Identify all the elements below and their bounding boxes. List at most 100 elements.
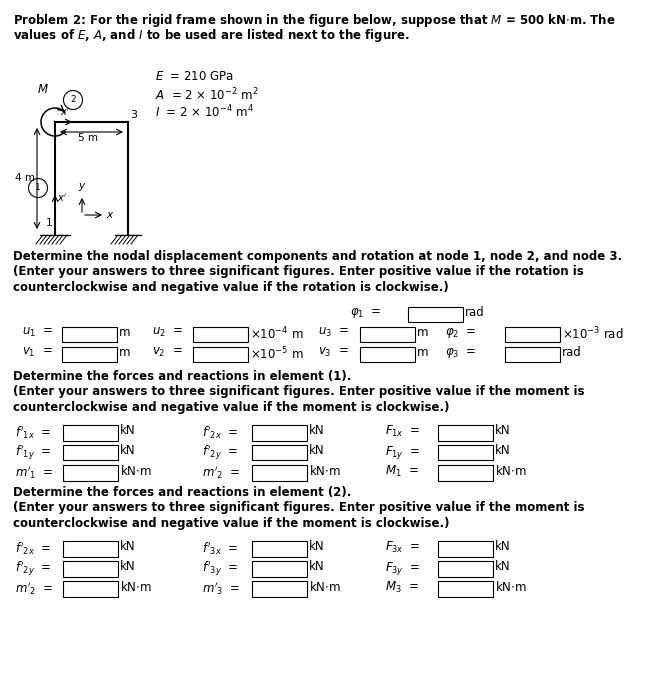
FancyBboxPatch shape (438, 561, 493, 577)
Text: $F_{1x}$  =: $F_{1x}$ = (385, 424, 420, 439)
Text: $u_2$  =: $u_2$ = (152, 326, 183, 339)
FancyBboxPatch shape (438, 425, 493, 440)
FancyBboxPatch shape (505, 327, 560, 342)
Text: $m'_2$  =: $m'_2$ = (202, 464, 240, 481)
Text: $F_{1y}$  =: $F_{1y}$ = (385, 444, 420, 461)
Text: $v_2$  =: $v_2$ = (152, 346, 183, 359)
Text: m: m (417, 326, 428, 339)
Text: (Enter your answers to three significant figures. Enter positive value if the ro: (Enter your answers to three significant… (13, 265, 584, 279)
Text: $M_3$  =: $M_3$ = (385, 580, 419, 595)
Text: rad: rad (465, 306, 485, 319)
Text: $\times$10$^{-5}$ m: $\times$10$^{-5}$ m (250, 346, 303, 363)
Text: Problem 2: For the rigid frame shown in the figure below, suppose that $M$ = 500: Problem 2: For the rigid frame shown in … (13, 12, 616, 29)
FancyBboxPatch shape (193, 327, 248, 342)
Text: $\varphi_3$  =: $\varphi_3$ = (445, 346, 477, 360)
FancyBboxPatch shape (63, 425, 118, 440)
Text: Determine the forces and reactions in element (1).: Determine the forces and reactions in el… (13, 370, 351, 383)
FancyBboxPatch shape (438, 445, 493, 461)
FancyBboxPatch shape (438, 541, 493, 556)
Text: kN$\cdot$m: kN$\cdot$m (309, 580, 341, 594)
FancyBboxPatch shape (252, 445, 307, 461)
Text: kN: kN (120, 560, 135, 573)
FancyBboxPatch shape (505, 347, 560, 363)
Text: kN: kN (495, 560, 511, 573)
FancyBboxPatch shape (438, 581, 493, 596)
Text: kN: kN (120, 444, 135, 457)
Text: rad: rad (562, 346, 582, 359)
FancyBboxPatch shape (360, 327, 415, 342)
FancyBboxPatch shape (408, 307, 463, 323)
Text: $f'_{3x}$  =: $f'_{3x}$ = (202, 540, 238, 557)
Text: $u_3$  =: $u_3$ = (318, 326, 349, 339)
Text: kN$\cdot$m: kN$\cdot$m (120, 464, 152, 478)
Text: kN$\cdot$m: kN$\cdot$m (495, 464, 527, 478)
Text: $x'$: $x'$ (60, 106, 70, 118)
Text: $f'_{2y}$  =: $f'_{2y}$ = (15, 560, 51, 578)
Text: 5 m: 5 m (78, 133, 98, 143)
Text: $f'_{3y}$  =: $f'_{3y}$ = (202, 560, 238, 578)
Text: kN: kN (120, 424, 135, 437)
Text: $x'$: $x'$ (57, 193, 67, 204)
Text: $f'_{1x}$  =: $f'_{1x}$ = (15, 424, 51, 440)
Text: $F_{3x}$  =: $F_{3x}$ = (385, 540, 420, 555)
FancyBboxPatch shape (252, 561, 307, 577)
FancyBboxPatch shape (252, 425, 307, 440)
Text: 2: 2 (70, 95, 76, 104)
Text: m: m (417, 346, 428, 359)
FancyBboxPatch shape (63, 561, 118, 577)
FancyBboxPatch shape (438, 465, 493, 480)
Text: $f'_{2x}$  =: $f'_{2x}$ = (15, 540, 51, 557)
Text: kN$\cdot$m: kN$\cdot$m (309, 464, 341, 478)
Text: kN: kN (495, 540, 511, 553)
Text: 1: 1 (45, 218, 52, 228)
Text: $\varphi_2$  =: $\varphi_2$ = (445, 326, 477, 340)
Text: $f'_{2x}$  =: $f'_{2x}$ = (202, 424, 238, 440)
FancyBboxPatch shape (63, 581, 118, 596)
Text: (Enter your answers to three significant figures. Enter positive value if the mo: (Enter your answers to three significant… (13, 386, 584, 398)
Text: $m'_2$  =: $m'_2$ = (15, 580, 53, 596)
Text: counterclockwise and negative value if the moment is clockwise.): counterclockwise and negative value if t… (13, 401, 450, 414)
Text: Determine the forces and reactions in element (2).: Determine the forces and reactions in el… (13, 486, 351, 499)
Text: kN: kN (309, 444, 325, 457)
Text: $M_1$  =: $M_1$ = (385, 464, 419, 479)
Text: $A$  = 2 $\times$ 10$^{-2}$ m$^2$: $A$ = 2 $\times$ 10$^{-2}$ m$^2$ (155, 87, 259, 104)
Text: $I$  = 2 $\times$ 10$^{-4}$ m$^4$: $I$ = 2 $\times$ 10$^{-4}$ m$^4$ (155, 104, 254, 120)
Text: kN: kN (309, 540, 325, 553)
Text: m: m (119, 346, 131, 359)
Text: $F_{3y}$  =: $F_{3y}$ = (385, 560, 420, 577)
FancyBboxPatch shape (62, 327, 117, 342)
Text: $f'_{2y}$  =: $f'_{2y}$ = (202, 444, 238, 463)
Text: counterclockwise and negative value if the rotation is clockwise.): counterclockwise and negative value if t… (13, 281, 449, 294)
FancyBboxPatch shape (62, 347, 117, 363)
FancyBboxPatch shape (63, 445, 118, 461)
Text: kN: kN (309, 560, 325, 573)
Text: $E$  = 210 GPa: $E$ = 210 GPa (155, 70, 234, 83)
FancyBboxPatch shape (193, 347, 248, 363)
Text: $f'_{1y}$  =: $f'_{1y}$ = (15, 444, 51, 463)
Text: kN: kN (495, 444, 511, 457)
Text: $\varphi_1$  =: $\varphi_1$ = (350, 306, 381, 320)
Text: $y$: $y$ (78, 181, 86, 193)
Text: kN$\cdot$m: kN$\cdot$m (495, 580, 527, 594)
FancyBboxPatch shape (252, 541, 307, 556)
FancyBboxPatch shape (252, 581, 307, 596)
Text: 3: 3 (130, 110, 137, 120)
Text: $m'_1$  =: $m'_1$ = (15, 464, 53, 481)
Text: $\times$10$^{-3}$ rad: $\times$10$^{-3}$ rad (562, 326, 623, 342)
Text: $v_1$  =: $v_1$ = (22, 346, 52, 359)
Text: 1: 1 (35, 183, 41, 192)
FancyBboxPatch shape (360, 347, 415, 363)
Text: $u_1$  =: $u_1$ = (22, 326, 53, 339)
FancyBboxPatch shape (252, 465, 307, 480)
Text: $\times$10$^{-4}$ m: $\times$10$^{-4}$ m (250, 326, 303, 342)
Text: $M$: $M$ (37, 83, 49, 96)
Text: $m'_3$  =: $m'_3$ = (202, 580, 240, 596)
Text: counterclockwise and negative value if the moment is clockwise.): counterclockwise and negative value if t… (13, 517, 450, 530)
Text: m: m (119, 326, 131, 339)
FancyBboxPatch shape (63, 465, 118, 480)
Text: $x$: $x$ (106, 210, 114, 220)
FancyBboxPatch shape (63, 541, 118, 556)
Text: Determine the nodal displacement components and rotation at node 1, node 2, and : Determine the nodal displacement compone… (13, 250, 622, 263)
Text: kN: kN (495, 424, 511, 437)
Text: kN$\cdot$m: kN$\cdot$m (120, 580, 152, 594)
